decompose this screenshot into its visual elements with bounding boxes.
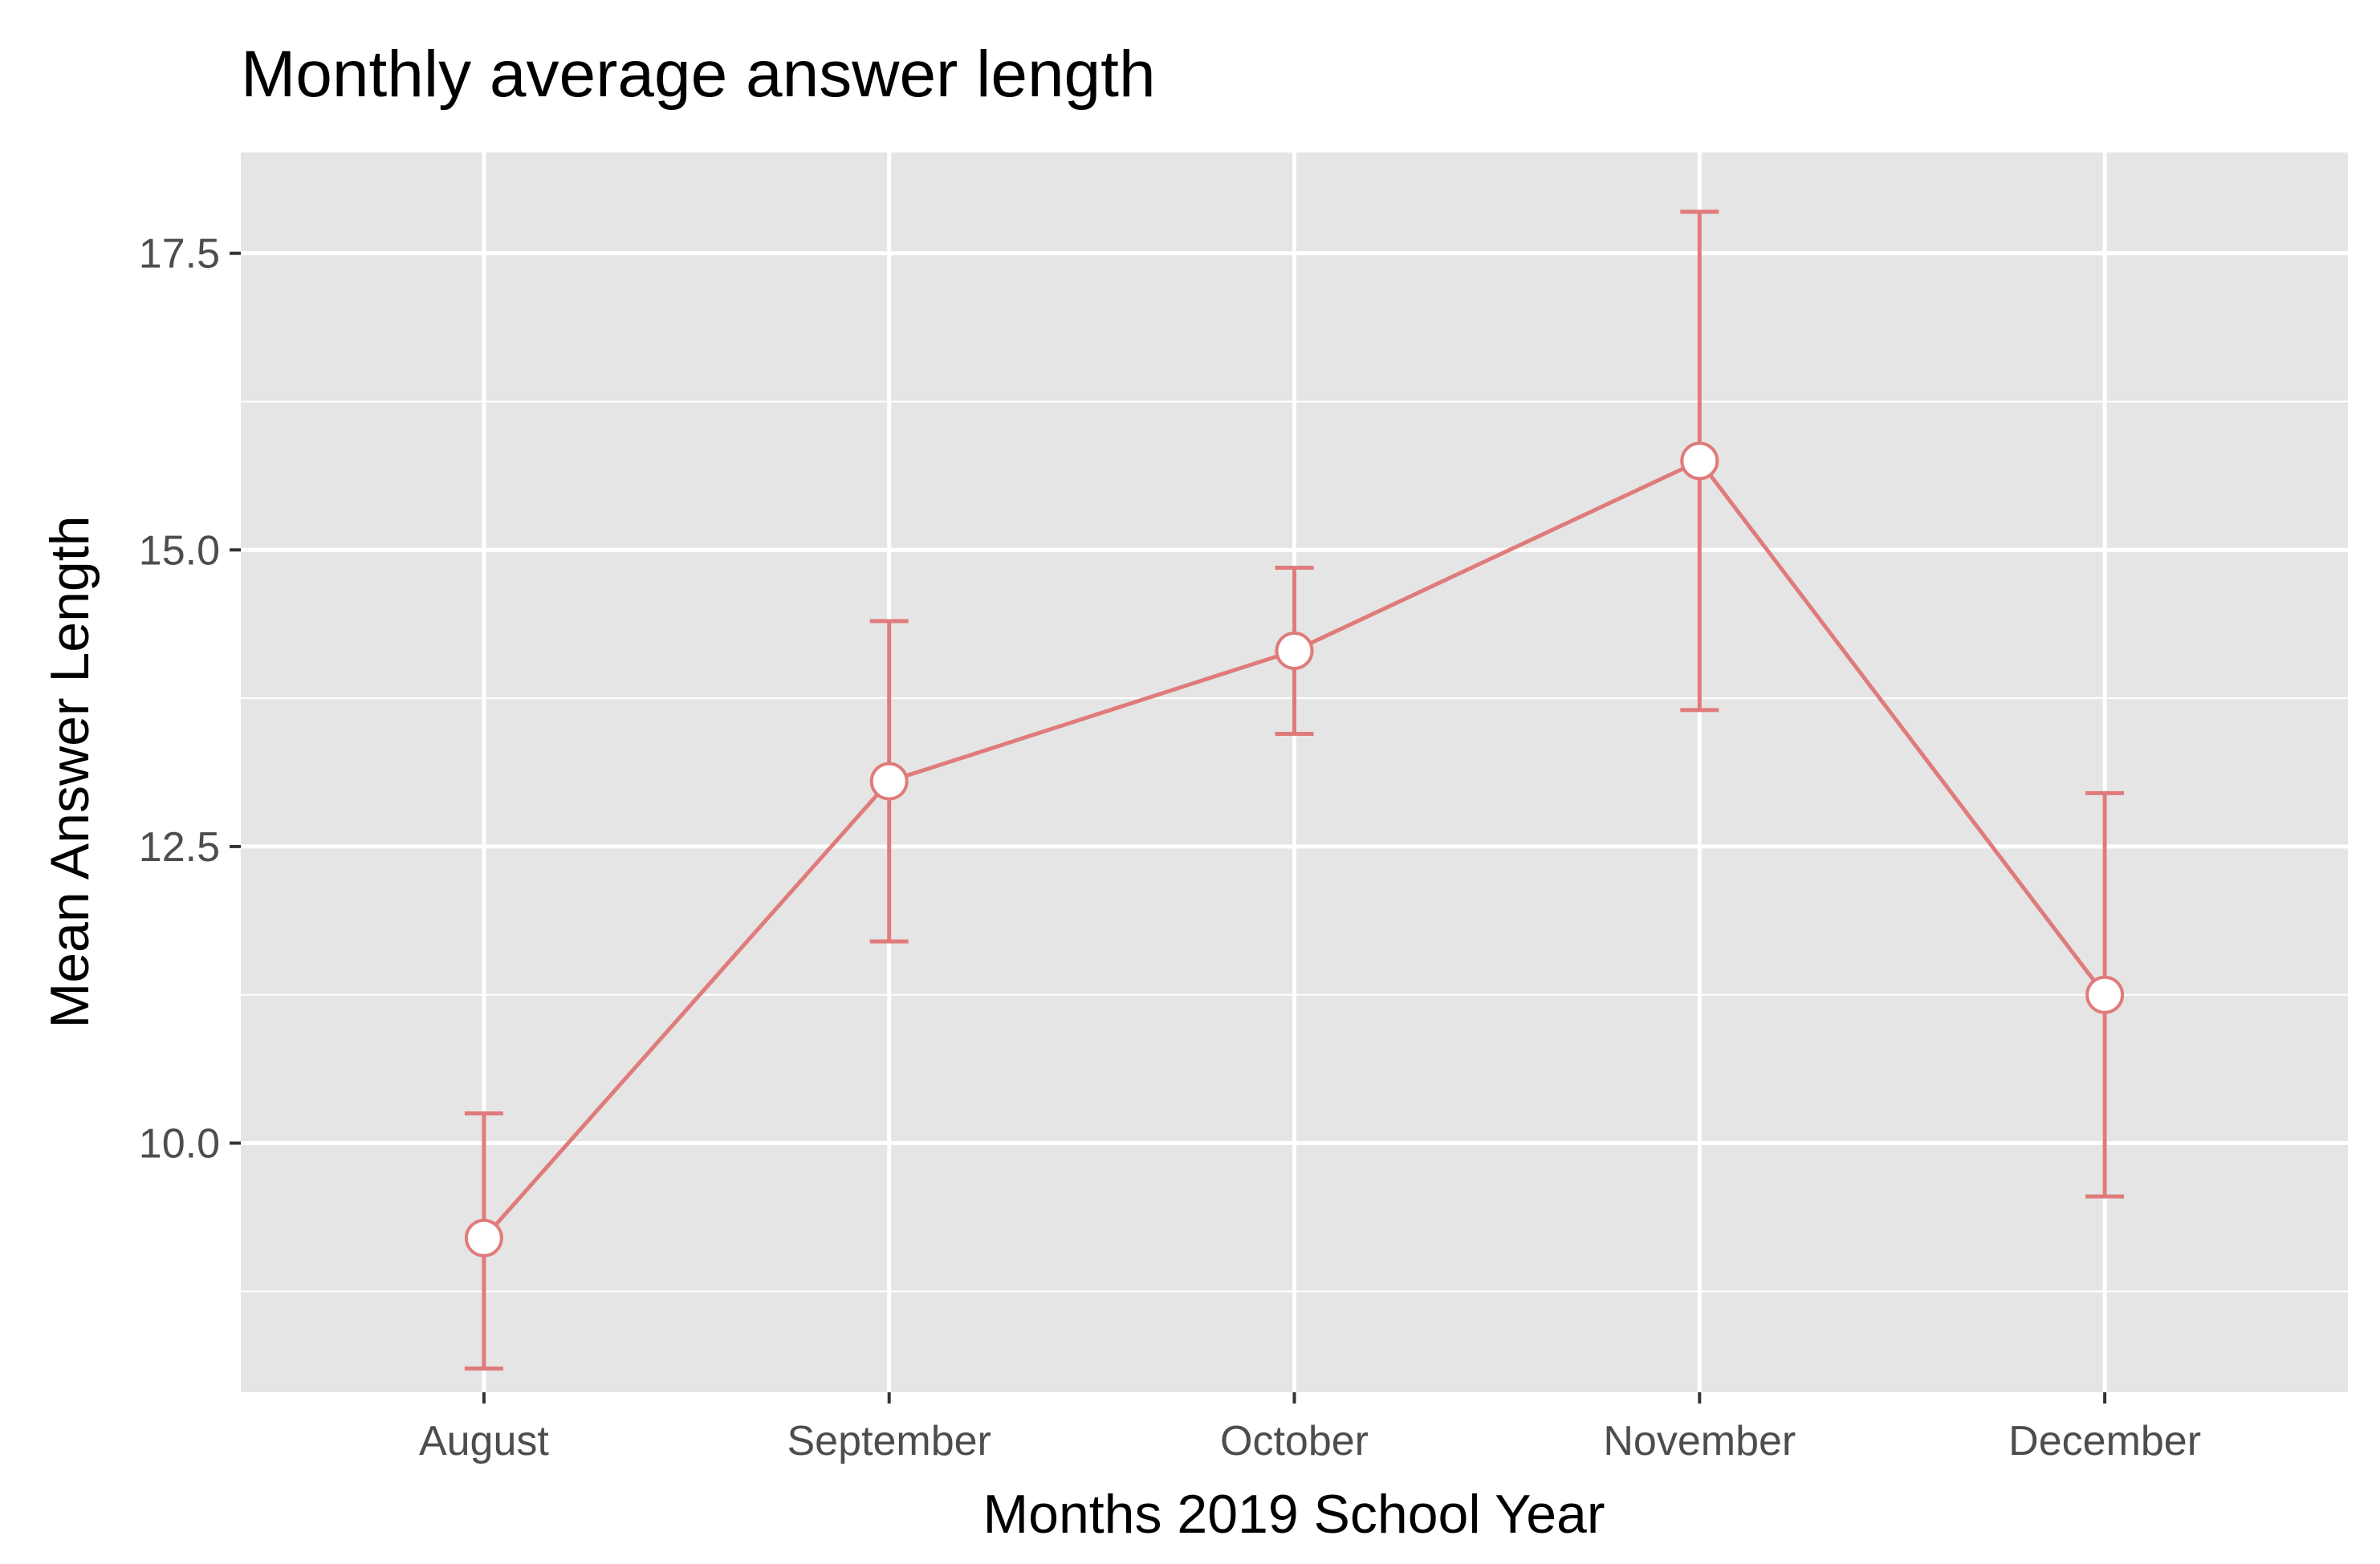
y-tick-label: 17.5 bbox=[139, 231, 220, 278]
x-tick-label: November bbox=[1603, 1418, 1796, 1464]
x-axis-title: Months 2019 School Year bbox=[983, 1484, 1605, 1545]
x-tick-label: December bbox=[2008, 1418, 2201, 1464]
x-tick-label: September bbox=[787, 1418, 991, 1464]
data-point bbox=[464, 1218, 503, 1257]
data-point bbox=[2085, 975, 2125, 1014]
data-points bbox=[464, 441, 2125, 1257]
x-tick-label: August bbox=[419, 1418, 549, 1464]
chart-title: Monthly average answer length bbox=[241, 38, 1156, 111]
y-tick-label: 12.5 bbox=[139, 824, 220, 871]
data-point bbox=[869, 762, 909, 801]
y-tick-label: 15.0 bbox=[139, 527, 220, 574]
data-point bbox=[1275, 631, 1314, 670]
y-axis-ticks: 10.0 12.5 15.0 17.5 bbox=[139, 231, 241, 1168]
x-axis-ticks: August September October November December bbox=[419, 1392, 2201, 1464]
y-axis-title: Mean Answer Length bbox=[39, 516, 100, 1029]
x-tick-label: October bbox=[1220, 1418, 1369, 1464]
data-point bbox=[1680, 441, 1719, 481]
y-tick-label: 10.0 bbox=[139, 1121, 220, 1168]
